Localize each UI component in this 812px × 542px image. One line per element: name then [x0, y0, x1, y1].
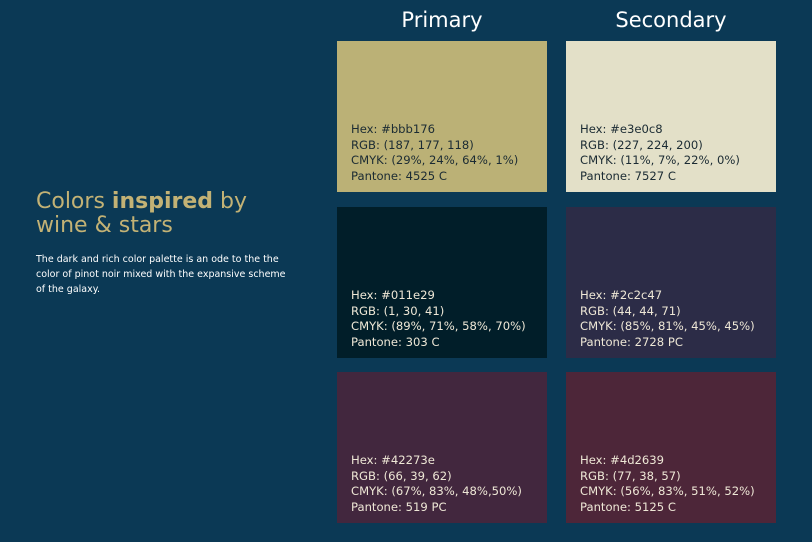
swatch-hex: Hex: #2c2c47: [580, 288, 663, 302]
swatch-secondary-wine: Hex: #4d2639 RGB: (77, 38, 57) CMYK: (56…: [566, 372, 776, 523]
swatch-rgb: RGB: (44, 44, 71): [580, 303, 681, 318]
swatch-hex: Hex: #4d2639: [580, 453, 665, 467]
heading-pre: Colors: [36, 189, 112, 214]
swatch-cmyk: CMYK: (89%, 71%, 58%, 70%): [351, 319, 526, 333]
primary-column-title: Primary: [401, 8, 483, 32]
swatch-hex: Hex: #e3e0c8: [580, 122, 663, 136]
swatch-secondary-indigo: Hex: #2c2c47 RGB: (44, 44, 71) CMYK: (85…: [566, 207, 776, 358]
swatch-hex: Hex: #bbb176: [351, 122, 436, 136]
swatch-rgb: RGB: (187, 177, 118): [351, 137, 474, 152]
heading-post: by wine & stars: [36, 189, 247, 238]
swatch-secondary-cream: Hex: #e3e0c8 RGB: (227, 224, 200) CMYK: …: [566, 41, 776, 192]
swatch-cmyk: CMYK: (56%, 83%, 51%, 52%): [580, 484, 755, 498]
swatch-hex: Hex: #42273e: [351, 453, 435, 467]
palette-heading: Colors inspired by wine & stars: [36, 190, 296, 238]
swatch-rgb: RGB: (1, 30, 41): [351, 303, 445, 318]
swatch-pantone: Pantone: 5125 C: [580, 499, 676, 514]
swatch-primary-plum: Hex: #42273e RGB: (66, 39, 62) CMYK: (67…: [337, 372, 547, 523]
palette-description: The dark and rich color palette is an od…: [36, 254, 286, 295]
swatch-cmyk: CMYK: (67%, 83%, 48%,50%): [351, 484, 522, 498]
swatch-rgb: RGB: (66, 39, 62): [351, 468, 452, 483]
heading-bold: inspired: [111, 189, 214, 214]
swatch-pantone: Pantone: 303 C: [351, 334, 440, 349]
swatch-rgb: RGB: (77, 38, 57): [580, 468, 681, 483]
swatch-pantone: Pantone: 4525 C: [351, 168, 447, 183]
swatch-hex: Hex: #011e29: [351, 288, 435, 302]
secondary-column-title: Secondary: [615, 8, 727, 32]
swatch-rgb: RGB: (227, 224, 200): [580, 137, 703, 152]
swatch-primary-navy: Hex: #011e29 RGB: (1, 30, 41) CMYK: (89%…: [337, 207, 547, 358]
swatch-cmyk: CMYK: (85%, 81%, 45%, 45%): [580, 319, 755, 333]
swatch-cmyk: CMYK: (11%, 7%, 22%, 0%): [580, 153, 740, 167]
swatch-pantone: Pantone: 7527 C: [580, 168, 676, 183]
swatch-pantone: Pantone: 519 PC: [351, 499, 447, 514]
swatch-pantone: Pantone: 2728 PC: [580, 334, 683, 349]
swatch-primary-gold: Hex: #bbb176 RGB: (187, 177, 118) CMYK: …: [337, 41, 547, 192]
swatch-cmyk: CMYK: (29%, 24%, 64%, 1%): [351, 153, 519, 167]
